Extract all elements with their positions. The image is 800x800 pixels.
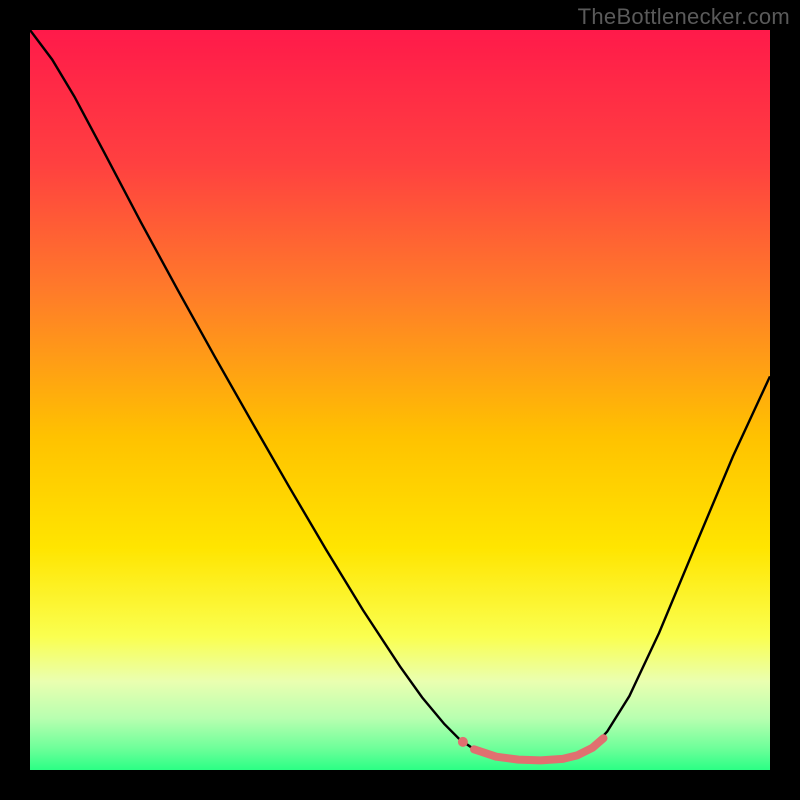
bottleneck-chart <box>0 0 800 800</box>
attribution-text: TheBottlenecker.com <box>578 4 790 30</box>
highlight-dot <box>458 737 468 747</box>
heatmap-gradient-background <box>30 30 770 770</box>
